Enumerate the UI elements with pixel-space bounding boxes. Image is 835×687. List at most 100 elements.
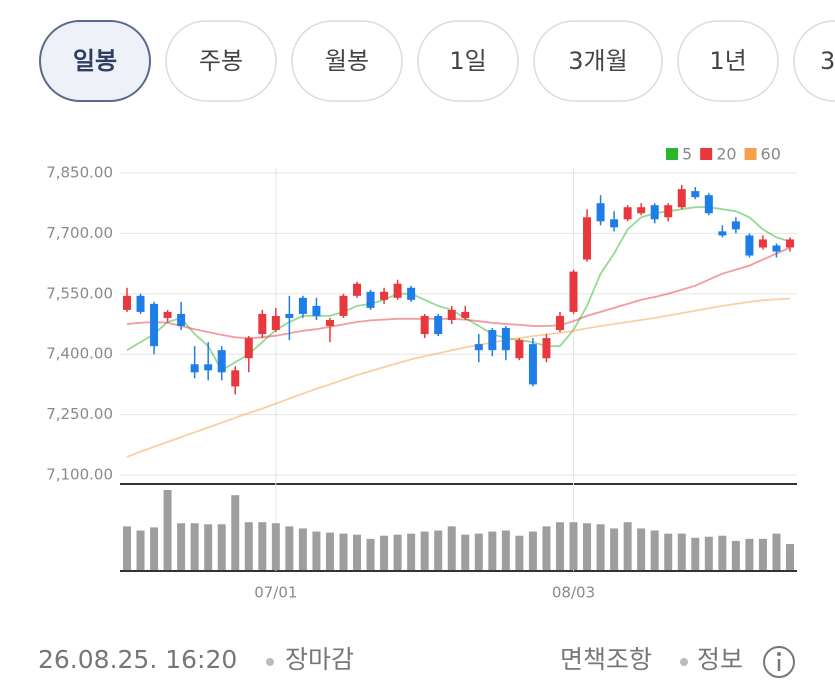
candle-body [217,350,226,373]
candle-body [461,311,470,318]
volume-bar [244,522,253,570]
bullet [680,658,688,666]
legend-swatch [700,148,713,160]
candle-body [623,207,632,220]
y-tick-label: 7,250.00 [46,405,113,423]
candle-body [758,239,767,248]
volume-bar [745,538,754,570]
tab-pill[interactable] [39,20,151,102]
tab-label[interactable]: 3 [820,47,835,75]
tab-label[interactable]: 월봉 [325,47,369,75]
volume-bar [691,537,700,570]
candle-body [123,295,131,310]
timestamp: 26.08.25. 16:20 [38,645,237,674]
candle-body [515,340,524,359]
volume-bar [217,524,226,570]
candle-body [285,313,294,318]
candle-body [691,191,700,198]
legend-swatch [744,148,757,160]
x-tick-label: 08/03 [552,584,595,602]
tab-label[interactable]: 1년 [709,47,746,75]
tab-pill[interactable] [417,20,519,102]
volume-bar [650,530,659,570]
volume-bar [150,527,159,570]
candle-body [163,311,172,318]
candle-body [596,203,605,222]
tab-label[interactable]: 일봉 [73,47,117,75]
tab-label[interactable]: 1일 [449,47,486,75]
volume-bar [637,528,646,570]
volume-bar [528,531,537,570]
disclaimer-link[interactable]: 면책조항 [560,645,652,674]
volume-bar [542,526,551,570]
candle-body [569,271,578,312]
volume-bar [271,523,280,570]
candle-body [447,309,456,320]
volume-bar [190,523,199,570]
tab-label[interactable]: 3개월 [568,47,627,75]
volume-bar [204,524,213,570]
tab-label[interactable]: 주봉 [199,47,243,75]
candle-body [150,303,159,347]
candle-body [637,207,646,214]
legend-swatch [666,148,678,160]
volume-bar [353,534,362,570]
candle-body [474,344,483,351]
volume-bar [339,533,348,570]
volume-bar [393,534,402,570]
volume-bar [664,533,673,570]
volume-bar [447,526,456,570]
candle-body [664,205,673,218]
volume-bar [569,522,578,570]
volume-bar [163,490,172,570]
volume-bar [231,495,240,570]
candle-body [731,221,740,230]
info-icon[interactable] [763,646,795,678]
volume-bar [772,533,781,570]
volume-bar [325,532,334,570]
volume-bar [583,523,592,570]
candle-body [393,283,402,298]
candle-body [190,364,199,373]
candle-body [704,195,713,214]
volume-bar [488,531,497,570]
candle-body [407,287,416,300]
volume-bar [623,522,632,570]
volume-bar [474,533,483,570]
volume-bar [123,526,131,570]
tab-pill[interactable] [165,20,277,102]
info-link[interactable]: 정보 [697,645,743,674]
y-tick-label: 7,850.00 [46,164,113,182]
candle-body [772,245,781,252]
y-tick-label: 7,400.00 [46,345,113,363]
candle-body [204,364,213,371]
legend-label: 5 [682,145,692,164]
candle-body [420,315,429,335]
candle-body [786,239,794,248]
y-tick-label: 7,550.00 [46,284,113,302]
candle-body [244,338,253,359]
tab-pill[interactable] [793,20,835,102]
candle-body [380,291,389,300]
candle-body [745,235,754,256]
volume-bar [501,530,510,570]
volume-bar [285,526,294,570]
candle-body [677,189,686,208]
ma-line [126,206,791,372]
volume-bar [380,535,389,570]
volume-bar [718,535,727,570]
candle-body [718,231,727,236]
tab-pill[interactable] [677,20,779,102]
volume-bar [298,528,307,570]
candle-body [528,344,537,385]
candle-body [501,328,510,351]
volume-bar [177,523,186,570]
tab-pill[interactable] [533,20,663,102]
volume-bar [704,536,713,570]
candle-body [136,295,145,312]
tab-pill[interactable] [291,20,403,102]
volume-bar [434,530,443,570]
candle-body [325,319,334,327]
volume-bar [515,535,524,570]
